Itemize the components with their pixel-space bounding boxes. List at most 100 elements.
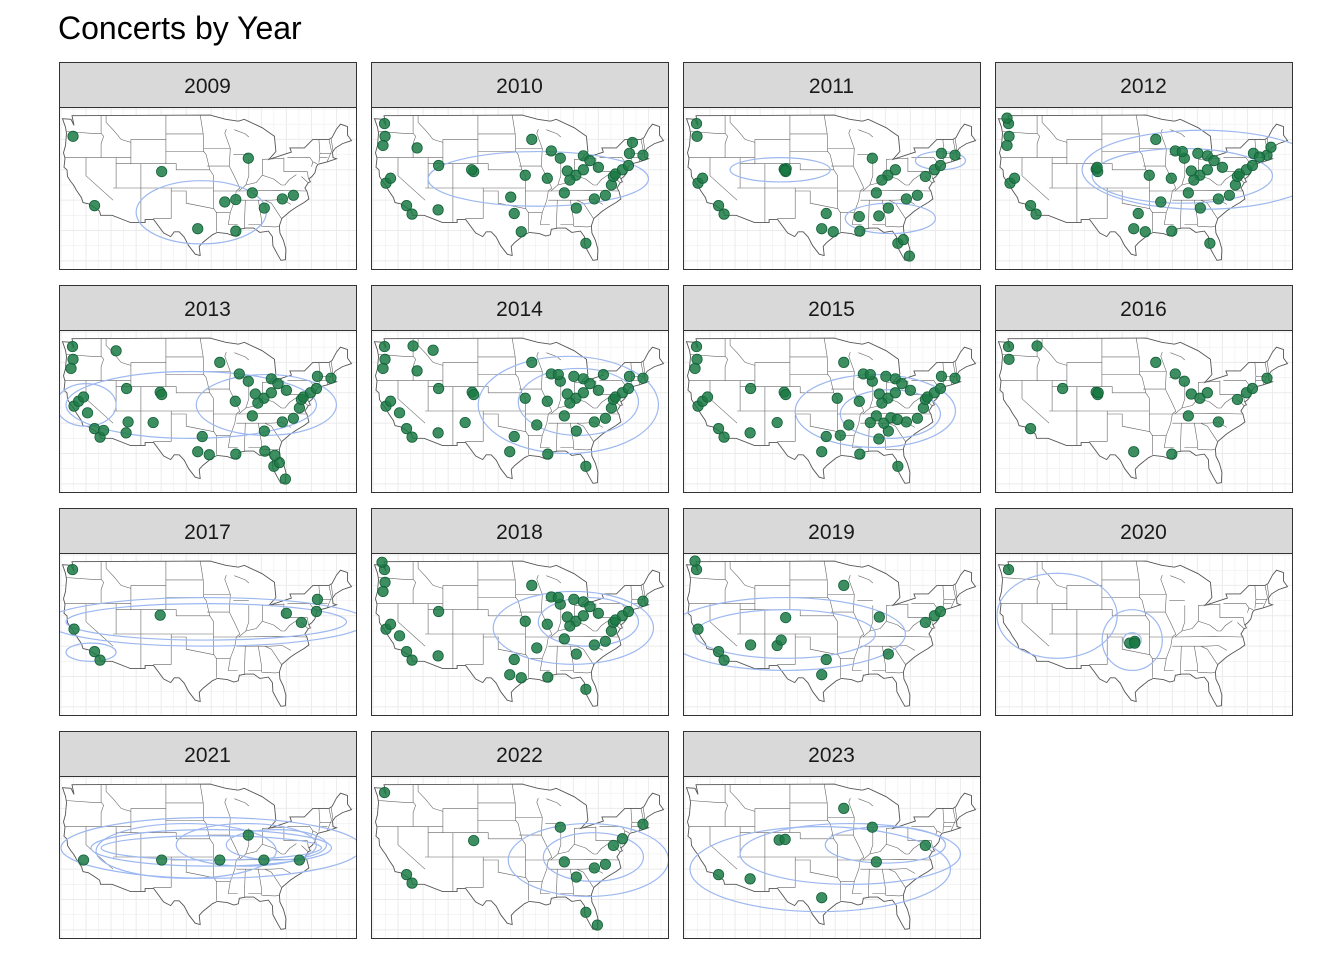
concert-point	[891, 413, 903, 426]
concert-point	[854, 225, 866, 237]
concert-point	[88, 646, 101, 658]
concert-point	[459, 416, 471, 429]
facet-2009: 2009	[59, 62, 357, 270]
concert-point	[588, 639, 600, 651]
concert-point	[580, 906, 592, 918]
concert-point	[919, 170, 932, 183]
concert-point	[515, 226, 527, 238]
concert-point	[1092, 387, 1104, 399]
facet-panel-border	[995, 107, 1293, 270]
concert-point	[156, 165, 168, 178]
concert-point	[718, 431, 730, 443]
concert-point	[400, 423, 413, 435]
concert-point	[1212, 193, 1224, 205]
concert-point	[876, 174, 888, 186]
facet-strip	[371, 731, 669, 777]
facet-strip-label: 2016	[1120, 298, 1167, 321]
concert-point	[121, 382, 133, 395]
concert-point	[689, 555, 701, 567]
concert-point	[68, 623, 80, 635]
concert-point	[584, 378, 596, 390]
concert-point	[515, 672, 527, 684]
concert-point	[637, 372, 649, 384]
facet-strip-label: 2021	[184, 744, 231, 767]
density-contour	[100, 835, 323, 861]
concert-point	[599, 858, 611, 870]
concert-point	[384, 618, 397, 630]
density-contour	[542, 832, 645, 882]
concert-point	[866, 152, 878, 164]
density-contour	[537, 596, 640, 647]
concert-point	[554, 821, 566, 833]
concert-point	[1166, 448, 1178, 460]
concert-point	[599, 189, 611, 201]
concert-point	[280, 384, 292, 396]
density-contour	[90, 829, 333, 867]
concert-point	[892, 460, 904, 472]
facet-strip-label: 2020	[1120, 521, 1167, 544]
concert-point	[377, 362, 389, 375]
concert-point	[701, 391, 714, 403]
concert-point	[156, 854, 168, 866]
concert-point	[519, 169, 531, 181]
concert-point	[1194, 202, 1206, 214]
concert-point	[607, 839, 620, 852]
concert-points	[1002, 340, 1273, 460]
concert-point	[873, 433, 885, 445]
concert-points	[66, 563, 324, 666]
concert-point	[276, 416, 288, 428]
concert-point	[77, 391, 90, 403]
facet-2021: 2021	[59, 731, 357, 939]
concert-point	[110, 345, 122, 357]
concert-point	[376, 556, 388, 568]
facet-strip	[59, 731, 357, 777]
concert-point	[591, 919, 603, 931]
concert-point	[592, 161, 604, 173]
concert-point	[379, 576, 391, 588]
concert-point	[311, 370, 324, 382]
concert-point	[229, 395, 241, 407]
concert-point	[622, 605, 635, 618]
concert-point	[258, 202, 270, 214]
concert-point	[1030, 208, 1042, 220]
concert-point	[526, 579, 538, 591]
concert-point	[432, 427, 444, 439]
concert-point	[230, 193, 242, 206]
facet-strip-label: 2015	[808, 298, 855, 321]
concert-point	[246, 187, 258, 199]
facet-2015: 2015	[683, 285, 981, 493]
concert-point	[570, 425, 582, 437]
density-contours	[60, 596, 356, 662]
facet-panel-border	[995, 553, 1293, 716]
concert-points	[67, 130, 299, 237]
concert-point	[580, 683, 592, 695]
concert-point	[558, 187, 570, 199]
concert-point	[427, 344, 439, 356]
facet-strip	[59, 62, 357, 108]
concert-point	[1003, 353, 1015, 365]
concert-point	[1223, 189, 1235, 201]
facet-2011: 2011	[683, 62, 981, 270]
concert-point	[1246, 382, 1259, 395]
concert-point	[378, 340, 391, 353]
concert-point	[377, 585, 389, 598]
concert-point	[934, 159, 947, 172]
concert-point	[816, 669, 828, 681]
density-contour	[175, 822, 318, 867]
facet-2014: 2014	[371, 285, 669, 493]
density-contour	[739, 822, 962, 885]
concert-point	[293, 854, 306, 866]
concert-point	[252, 397, 264, 409]
concert-point	[1169, 368, 1181, 380]
concert-point	[838, 356, 850, 368]
concert-point	[287, 189, 299, 201]
concert-points	[1002, 563, 1141, 649]
concert-point	[246, 410, 258, 422]
concert-point	[718, 208, 730, 220]
concert-point	[279, 473, 291, 485]
facet-strip-label: 2019	[808, 521, 855, 544]
concert-point	[780, 388, 792, 401]
concert-point	[276, 193, 288, 205]
concert-point	[1024, 423, 1037, 435]
concert-point	[873, 210, 885, 222]
